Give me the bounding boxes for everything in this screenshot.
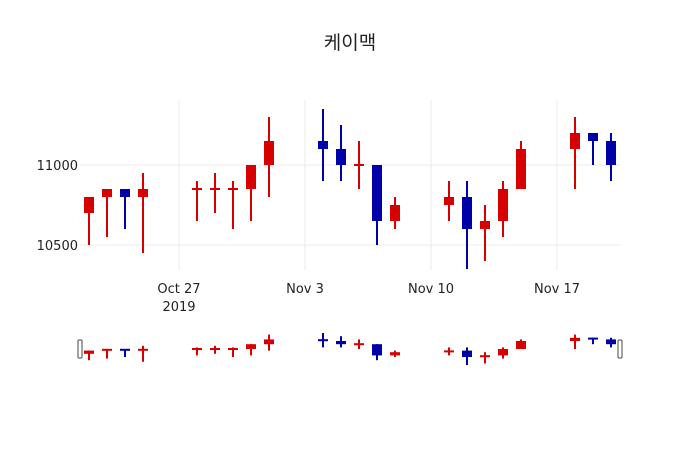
- y-tick-11000: 11000: [37, 159, 78, 174]
- x-tick-nov3: Nov 3: [286, 282, 324, 297]
- candle: [336, 336, 346, 348]
- candle: [498, 347, 508, 359]
- range-slider[interactable]: [77, 333, 623, 365]
- candle: [246, 344, 256, 356]
- candle: [390, 350, 400, 357]
- chart-title: 케이맥: [323, 32, 377, 54]
- candle[interactable]: [498, 181, 508, 237]
- candle[interactable]: [318, 109, 328, 181]
- candle: [192, 347, 202, 356]
- candle: [606, 337, 616, 348]
- candlestick-series[interactable]: [84, 109, 616, 269]
- candle: [318, 333, 328, 348]
- y-axis: 11000 10500: [37, 159, 78, 254]
- candle[interactable]: [264, 117, 274, 197]
- candle[interactable]: [516, 141, 526, 189]
- candle[interactable]: [210, 173, 220, 213]
- candle: [102, 348, 112, 359]
- candle[interactable]: [606, 133, 616, 181]
- candle: [120, 348, 130, 357]
- range-slider-left-handle[interactable]: [77, 339, 83, 359]
- candle: [516, 339, 526, 349]
- candle[interactable]: [354, 141, 364, 189]
- candle: [480, 352, 490, 364]
- range-slider-right-handle[interactable]: [617, 339, 623, 359]
- candle[interactable]: [462, 181, 472, 269]
- candle: [444, 347, 454, 356]
- candle: [570, 334, 580, 349]
- candle: [462, 347, 472, 365]
- candle[interactable]: [246, 165, 256, 221]
- candle[interactable]: [192, 181, 202, 221]
- candle: [354, 339, 364, 349]
- candle: [264, 334, 274, 351]
- candle[interactable]: [138, 173, 148, 253]
- candle: [138, 345, 148, 362]
- candle: [372, 344, 382, 361]
- candle[interactable]: [102, 189, 112, 237]
- candle[interactable]: [390, 197, 400, 229]
- candle[interactable]: [588, 133, 598, 165]
- candle[interactable]: [84, 197, 94, 245]
- candle[interactable]: [372, 165, 382, 245]
- x-axis: Oct 27 2019 Nov 3 Nov 10 Nov 17: [157, 282, 580, 315]
- candle[interactable]: [480, 205, 490, 261]
- x-tick-nov10: Nov 10: [408, 282, 454, 297]
- x-tick-year: 2019: [162, 300, 195, 315]
- candle: [588, 337, 598, 345]
- candle[interactable]: [120, 189, 130, 229]
- range-slider-preview: [84, 333, 616, 365]
- candle[interactable]: [228, 181, 238, 229]
- candle[interactable]: [336, 125, 346, 181]
- gridlines: [80, 100, 620, 270]
- x-tick-nov17: Nov 17: [534, 282, 580, 297]
- candle[interactable]: [570, 117, 580, 189]
- candle: [84, 350, 94, 361]
- y-tick-10500: 10500: [37, 239, 78, 254]
- candle[interactable]: [444, 181, 454, 221]
- x-tick-oct27: Oct 27: [157, 282, 200, 297]
- candle: [210, 345, 220, 354]
- candle: [228, 347, 238, 357]
